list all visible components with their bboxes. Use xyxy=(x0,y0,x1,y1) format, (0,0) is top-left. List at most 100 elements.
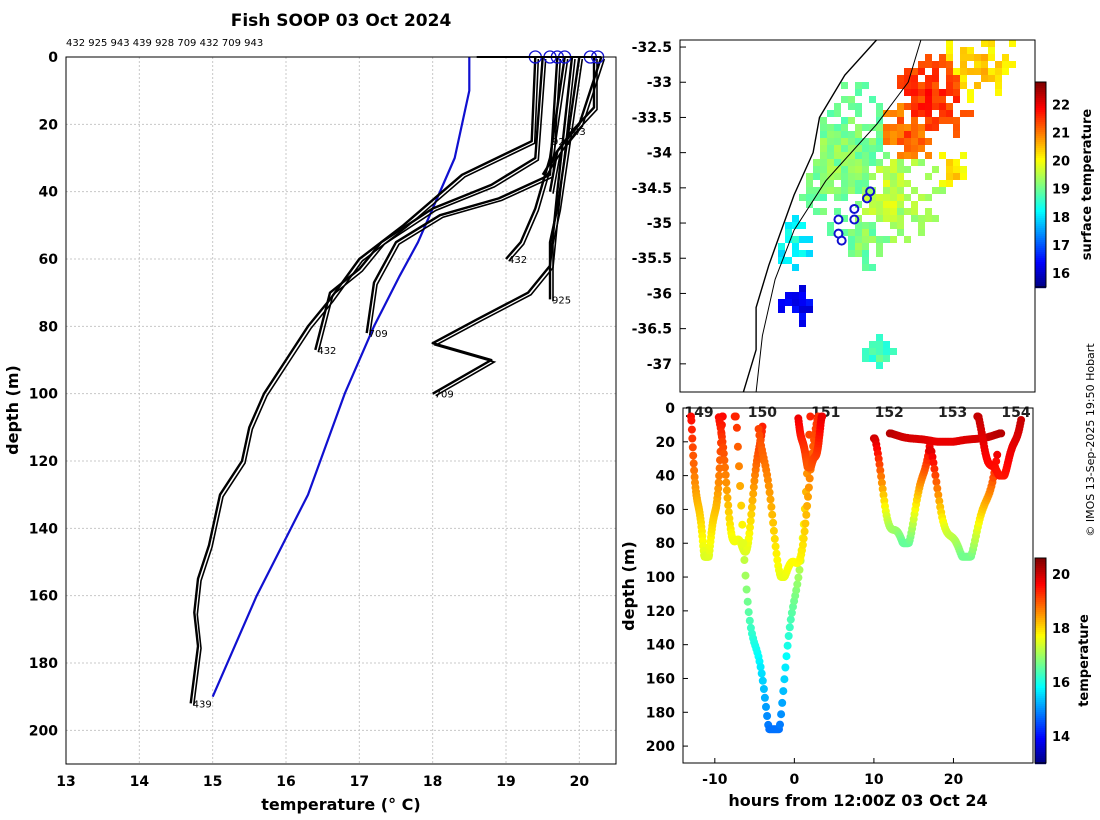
profile-xtick-label: 18 xyxy=(423,774,442,790)
time-depth-point xyxy=(784,632,793,640)
sst-cell xyxy=(848,145,855,152)
temperature-colorbar-tick: 20 xyxy=(1052,568,1070,583)
sst-cell xyxy=(820,194,827,201)
sst-cell xyxy=(918,229,925,236)
sst-cell xyxy=(862,257,869,264)
time-depth-point xyxy=(722,486,731,495)
sst-cell xyxy=(967,89,974,96)
time-depth-point xyxy=(794,573,803,582)
sst-cell xyxy=(904,152,911,159)
sst-cell xyxy=(799,194,806,201)
sst-cell xyxy=(862,264,869,271)
temperature-colorbar-swatch xyxy=(1035,606,1046,609)
temperature-colorbar-swatch xyxy=(1035,634,1046,637)
sst-cell xyxy=(897,166,904,173)
temperature-colorbar-swatch xyxy=(1035,708,1046,711)
sst-cell xyxy=(869,341,876,348)
sst-cell xyxy=(862,180,869,187)
sst-cell xyxy=(918,215,925,222)
sst-cell xyxy=(806,173,813,180)
sst-cell xyxy=(855,173,862,180)
sst-cell xyxy=(904,236,911,243)
sst-cell xyxy=(925,138,932,145)
sst-cell xyxy=(883,236,890,243)
sst-cell xyxy=(869,194,876,201)
sst-cell xyxy=(785,222,792,229)
time-depth-point xyxy=(799,534,808,543)
sst-cell xyxy=(778,299,785,306)
temperature-colorbar-swatch xyxy=(1035,630,1046,633)
temperature-colorbar-swatch xyxy=(1035,726,1046,729)
sst-cell xyxy=(827,173,834,180)
sst-cell xyxy=(848,173,855,180)
sst-cell xyxy=(890,159,897,166)
sst-cell xyxy=(820,131,827,138)
sst-cell xyxy=(869,201,876,208)
sst-cell xyxy=(890,201,897,208)
sst-colorbar-swatch xyxy=(1035,94,1046,97)
temperature-colorbar-swatch xyxy=(1035,648,1046,651)
sst-colorbar-swatch xyxy=(1035,264,1046,267)
profile-line-echo xyxy=(317,58,547,353)
time-depth-point xyxy=(750,476,759,485)
sst-colorbar-swatch xyxy=(1035,122,1046,125)
sst-cell xyxy=(890,110,897,117)
sst-cell xyxy=(1002,54,1009,61)
profile-line-439 xyxy=(189,57,537,704)
sst-colorbar-swatch xyxy=(1035,126,1046,129)
profile-axes-box xyxy=(65,56,617,765)
time-depth-point xyxy=(877,478,886,487)
sst-cell xyxy=(820,166,827,173)
sst-cell xyxy=(848,103,855,110)
sst-cell xyxy=(820,187,827,194)
time-depth-ytick-label: 20 xyxy=(656,435,676,451)
sst-field xyxy=(778,40,1016,369)
temperature-colorbar-swatch xyxy=(1035,626,1046,629)
temperature-colorbar-swatch xyxy=(1035,652,1046,655)
map-ytick-label: -32.5 xyxy=(632,40,672,56)
coastline xyxy=(742,40,878,392)
sst-colorbar-swatch xyxy=(1035,152,1046,155)
sst-cell xyxy=(799,285,806,292)
map-ytick-label: -35 xyxy=(647,216,672,232)
sst-colorbar-swatch xyxy=(1035,154,1046,157)
sst-colorbar-swatch xyxy=(1035,132,1046,135)
sst-cell xyxy=(862,355,869,362)
profile-line-925 xyxy=(548,57,581,300)
temperature-colorbar-swatch xyxy=(1035,636,1046,639)
sst-cell xyxy=(890,180,897,187)
imos-credit: © IMOS 13-Sep-2025 19:50 Hobart xyxy=(1084,343,1097,537)
temperature-colorbar-swatch xyxy=(1035,738,1046,741)
sst-colorbar-swatch xyxy=(1035,176,1046,179)
temperature-colorbar-swatch xyxy=(1035,668,1046,671)
sst-cell xyxy=(820,117,827,124)
temperature-colorbar-swatch xyxy=(1035,628,1046,631)
sst-map-panel: -32.5 -33 -33.5 -34 -34.5 -35 -35.5 -36 -36.5 -37… xyxy=(632,39,1095,421)
sst-cell xyxy=(911,138,918,145)
profile-series-label: 439 xyxy=(193,699,212,710)
sst-cell xyxy=(834,159,841,166)
sst-colorbar-swatch xyxy=(1035,180,1046,183)
sst-cell xyxy=(960,75,967,82)
time-depth-point xyxy=(787,608,796,617)
sst-colorbar-swatch xyxy=(1035,172,1046,175)
sst-cell xyxy=(827,138,834,145)
time-depth-xtick-label: 0 xyxy=(789,772,799,788)
sst-colorbar-swatch xyxy=(1035,250,1046,253)
temperature-colorbar-swatch xyxy=(1035,650,1046,653)
sst-cell xyxy=(911,68,918,75)
sst-cell xyxy=(897,201,904,208)
sst-cell xyxy=(897,138,904,145)
temperature-colorbar-swatch xyxy=(1035,734,1046,737)
sst-cell xyxy=(904,138,911,145)
time-depth-point xyxy=(746,523,754,532)
temperature-colorbar-swatch xyxy=(1035,686,1046,689)
sst-cell xyxy=(827,131,834,138)
sst-cell xyxy=(939,61,946,68)
map-ytick-label: -33 xyxy=(647,75,672,91)
sst-colorbar-swatch xyxy=(1035,116,1046,119)
sst-colorbar-swatch xyxy=(1035,88,1046,91)
sst-cell xyxy=(918,68,925,75)
sst-cell xyxy=(834,145,841,152)
temperature-colorbar-swatch xyxy=(1035,660,1046,663)
